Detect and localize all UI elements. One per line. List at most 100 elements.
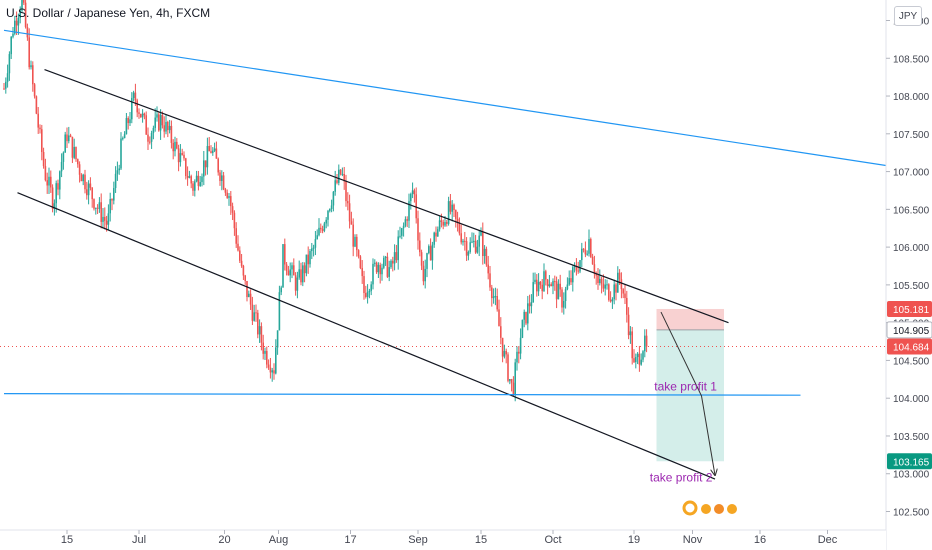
candle-body [485, 248, 488, 265]
candle-body [518, 351, 520, 354]
support-line[interactable] [3, 393, 801, 396]
candle [613, 279, 615, 305]
candle [62, 151, 65, 170]
candle-body [514, 362, 516, 395]
candle-body [555, 281, 558, 300]
candle-body [246, 280, 248, 298]
candle-body [539, 281, 542, 285]
candle-body [357, 250, 360, 257]
candle [352, 218, 354, 257]
candle-body [449, 201, 452, 212]
y-tick-label: 108.000 [893, 92, 930, 103]
candle [3, 82, 5, 90]
candle-body [474, 240, 477, 253]
candle [217, 157, 219, 176]
candle-body [210, 151, 212, 153]
candle-body [219, 172, 221, 181]
plot-area[interactable]: take profit 1 take profit 2 [0, 0, 886, 516]
candle-body [289, 269, 291, 276]
candle-body [561, 289, 563, 308]
candle [325, 217, 327, 229]
candle [77, 158, 79, 168]
candle [239, 246, 241, 263]
candle [573, 262, 576, 273]
time-axis[interactable]: 15 Jul 20 Aug 17 Sep 15 Oct 19 Nov 16 Dec [0, 529, 886, 550]
candle-body [347, 201, 349, 204]
candle-body [134, 92, 137, 101]
currency-button[interactable]: JPY [894, 6, 922, 26]
candle [606, 279, 608, 290]
candle [118, 164, 120, 175]
candle-body [350, 221, 353, 225]
candle-body [32, 65, 34, 85]
candle [149, 136, 151, 145]
candle-body [197, 175, 200, 186]
candle [377, 262, 380, 279]
candle [33, 82, 36, 99]
y-tick-label: 103.000 [893, 470, 930, 481]
candle-body [199, 182, 201, 186]
y-tick-label: 102.500 [893, 508, 930, 519]
candle-body [395, 252, 398, 261]
candle [527, 295, 529, 331]
candle [114, 166, 117, 193]
candle-body [39, 127, 41, 130]
candle [570, 270, 572, 285]
candle-body [192, 183, 194, 191]
candle-body [183, 154, 185, 159]
candle [111, 198, 113, 211]
candle [35, 95, 38, 115]
candle [320, 223, 322, 233]
candle-body [143, 113, 146, 116]
channel-bottom-line[interactable] [17, 192, 716, 480]
candle-body [334, 180, 336, 192]
candle [375, 261, 378, 274]
candle [485, 246, 488, 267]
candle [96, 204, 99, 215]
candle [566, 277, 569, 291]
channel-top-line[interactable] [44, 69, 729, 324]
candle [75, 146, 77, 162]
candle-body [552, 281, 554, 287]
candle [503, 344, 506, 359]
candle [177, 144, 180, 172]
candle [627, 307, 630, 340]
candle [60, 153, 63, 178]
candle [102, 208, 104, 229]
candle-body [170, 125, 173, 143]
y-tick-label: 107.500 [893, 130, 930, 141]
candle [125, 112, 128, 135]
candle [113, 181, 115, 205]
projection-arrow[interactable] [660, 311, 715, 475]
candle [492, 288, 495, 304]
candle-body [455, 209, 457, 219]
candle-body [217, 158, 219, 173]
candle-body [177, 148, 180, 163]
candle [255, 304, 257, 322]
candle [507, 352, 509, 383]
descending-trendline[interactable] [3, 29, 886, 167]
candle-body [204, 160, 207, 168]
candle [291, 262, 293, 279]
candle-body [41, 129, 43, 153]
candle [156, 106, 158, 122]
candle [561, 287, 563, 313]
candle [84, 169, 86, 194]
candle [309, 249, 311, 268]
candle-body [89, 183, 92, 188]
stop-loss-zone[interactable] [656, 308, 725, 330]
candle [638, 345, 641, 372]
candle-body [359, 256, 362, 268]
candle-body [35, 96, 38, 114]
candle [226, 189, 228, 199]
candle-body [156, 114, 158, 118]
candle [248, 290, 250, 298]
candle-body [338, 169, 340, 183]
candle [366, 284, 369, 304]
candle-body [129, 119, 131, 124]
candle [494, 287, 497, 306]
candle-body [136, 100, 138, 113]
candle [424, 259, 426, 289]
candle-body [195, 175, 198, 182]
